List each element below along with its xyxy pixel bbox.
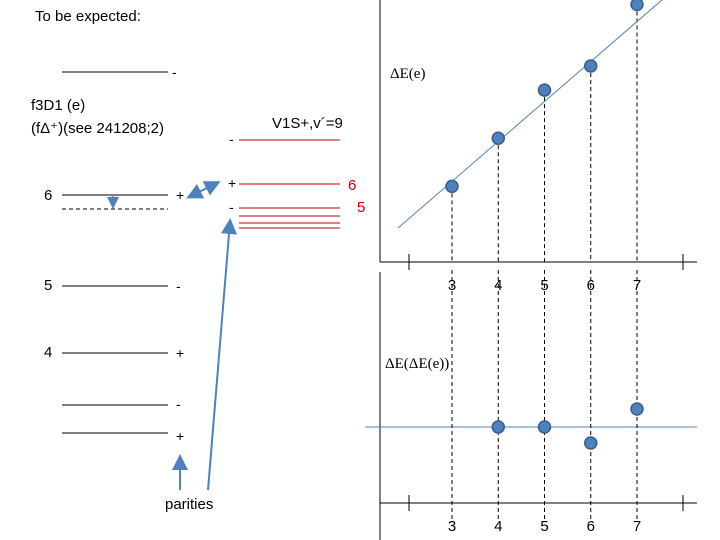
chart1-point — [445, 179, 459, 194]
parities-label: parities — [165, 496, 213, 513]
chart2-point — [584, 436, 598, 450]
chart2-tick-label: 6 — [587, 518, 595, 535]
chart2-tick-label: 7 — [633, 518, 641, 535]
level-parity-3b: + — [176, 428, 184, 444]
chart2-tick-label: 4 — [494, 518, 502, 535]
chart1-ylabel: ΔE(e) — [390, 66, 425, 82]
level-parity-3a: - — [176, 396, 181, 412]
level-parity-5: - — [176, 278, 181, 294]
chart2-ylabel: ΔE(ΔE(e)) — [385, 356, 449, 372]
chart2-point — [630, 402, 644, 416]
chart-delta-delta-e: ΔE(ΔE(e)) 3 4 5 6 7 — [365, 270, 697, 540]
right-level-label-6: 6 — [348, 177, 356, 194]
chart2-tick-label: 3 — [448, 518, 456, 535]
chart2-point — [537, 420, 552, 434]
right-state-label: V1S+,v´=9 — [272, 115, 343, 132]
chart1-point — [584, 59, 598, 73]
chart1-point — [491, 131, 505, 145]
chart1-point — [630, 0, 644, 12]
state-label-line1: f3D1 (e) — [31, 97, 85, 114]
chart2-tick-label: 5 — [540, 518, 548, 535]
page-title: To be expected: — [35, 8, 141, 25]
level-label-5: 5 — [44, 277, 52, 294]
coupling-arrow — [186, 181, 221, 199]
right-level-parity-top: - — [229, 131, 234, 147]
parities-arrow-right — [207, 218, 237, 491]
state-label-line2: (fΔ⁺)(see 241208;2) — [31, 120, 164, 137]
right-level-parity-6: + — [228, 175, 236, 191]
level-label-4: 4 — [44, 344, 52, 361]
level-parity-top: - — [172, 64, 177, 80]
level-parity-4: + — [176, 345, 184, 361]
chart1-fit-line — [397, 0, 663, 229]
right-level-label-5: 5 — [357, 199, 365, 216]
chart1-point — [537, 83, 552, 97]
level-label-6: 6 — [44, 187, 52, 204]
chart2-point — [491, 420, 505, 434]
right-level-parity-5: - — [229, 199, 234, 215]
level-parity-6: + — [176, 187, 184, 203]
